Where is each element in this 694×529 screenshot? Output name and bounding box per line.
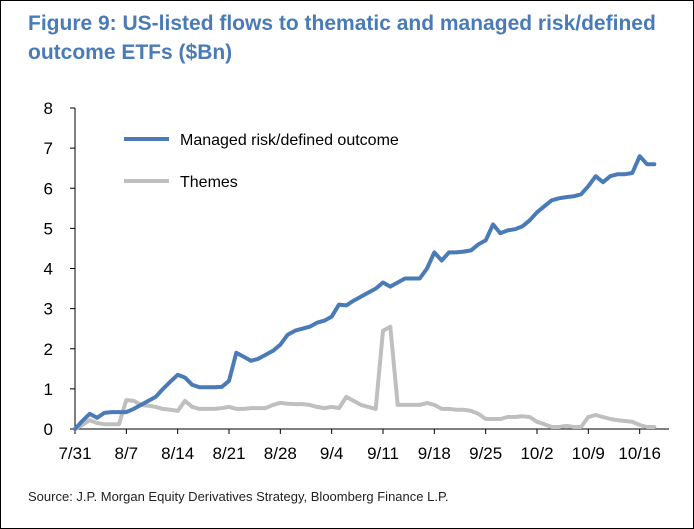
y-tick-label: 2	[44, 340, 53, 359]
y-tick-label: 4	[44, 260, 53, 279]
y-tick-label: 0	[44, 420, 53, 439]
legend-label-managed-risk-defined-outcome: Managed risk/defined outcome	[180, 132, 399, 149]
x-tick-label: 8/14	[161, 444, 194, 463]
y-tick-label: 6	[44, 179, 53, 198]
x-tick-label: 10/16	[618, 444, 661, 463]
y-tick-label: 7	[44, 139, 53, 158]
x-tick-label: 10/9	[572, 444, 605, 463]
chart-axes: 0 1 2 3 4 5 6 7 8 7/31 8/7 8/14 8/21 8/28 9/4 9/11 9/18 9…	[44, 99, 669, 463]
x-tick-label: 10/2	[520, 444, 553, 463]
series-layer	[73, 154, 657, 431]
chart-legend: Managed risk/defined outcome Themes	[124, 132, 399, 191]
source-note: Source: J.P. Morgan Equity Derivatives S…	[28, 489, 449, 504]
series-line-themes	[73, 324, 657, 431]
x-tick-label: 9/11	[367, 444, 399, 463]
series-line-managed-risk-defined-outcome	[73, 154, 657, 431]
y-tick-label: 5	[44, 219, 53, 238]
line-chart: 0 1 2 3 4 5 6 7 8 7/31 8/7 8/14 8/21 8/28 9/4 9/11 9/18 9…	[44, 99, 669, 463]
chart-title: Figure 9: US-listed flows to thematic an…	[28, 12, 656, 64]
x-tick-label: 9/25	[469, 444, 502, 463]
x-tick-label: 9/18	[418, 444, 451, 463]
x-tick-label: 7/31	[58, 444, 91, 463]
legend-label-themes: Themes	[180, 174, 238, 191]
x-tick-label: 9/4	[320, 444, 344, 463]
x-tick-label: 8/7	[115, 444, 139, 463]
y-tick-label: 3	[44, 300, 53, 319]
y-tick-label: 1	[44, 380, 53, 399]
x-tick-label: 8/28	[264, 444, 297, 463]
y-tick-label: 8	[44, 99, 53, 118]
x-tick-label: 8/21	[212, 444, 245, 463]
